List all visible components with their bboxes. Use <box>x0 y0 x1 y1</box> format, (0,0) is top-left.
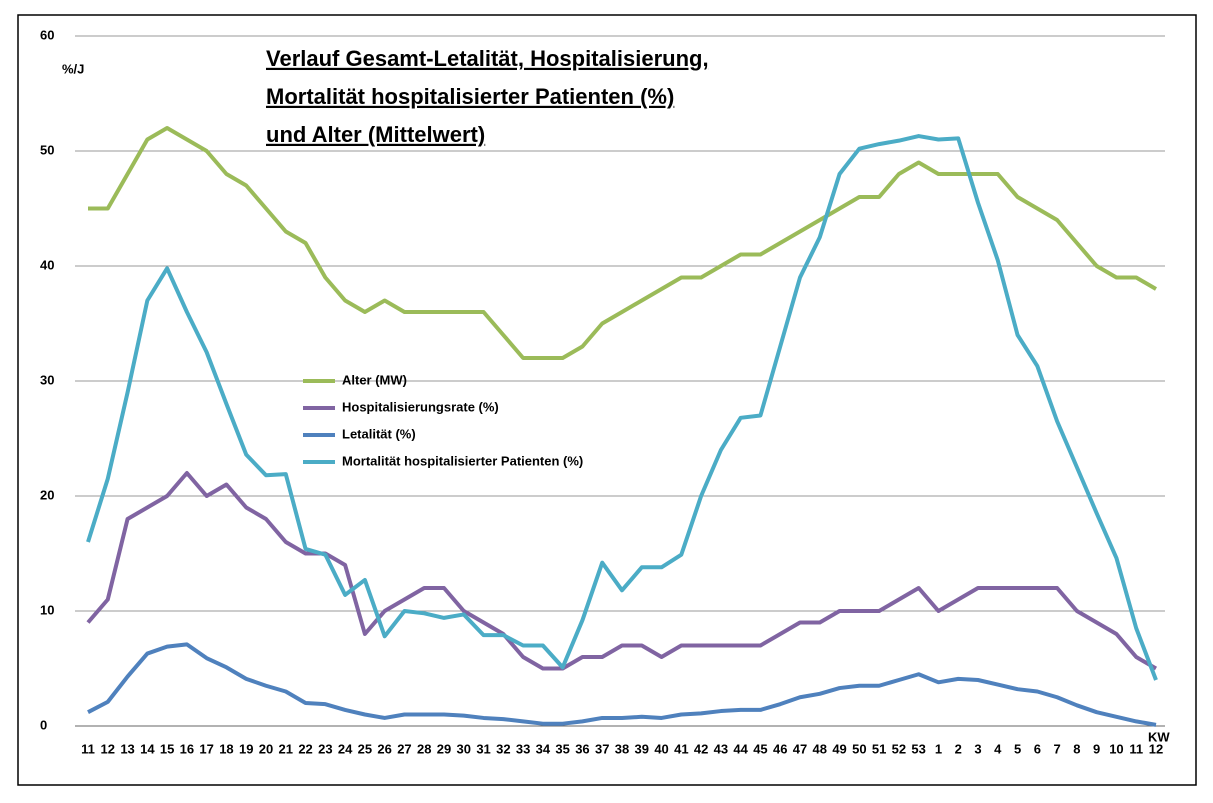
x-tick-label: 1 <box>935 741 942 756</box>
x-tick-label: 7 <box>1053 741 1060 756</box>
x-tick-label: 9 <box>1093 741 1100 756</box>
x-axis-label: KW <box>1148 729 1170 744</box>
x-tick-label: 42 <box>694 741 708 756</box>
chart-title: Mortalität hospitalisierter Patienten (%… <box>266 84 674 109</box>
x-tick-label: 29 <box>437 741 451 756</box>
x-tick-label: 19 <box>239 741 253 756</box>
x-tick-label: 12 <box>1149 741 1163 756</box>
x-tick-label: 33 <box>516 741 530 756</box>
x-tick-label: 8 <box>1073 741 1080 756</box>
legend-label: Alter (MW) <box>342 372 407 387</box>
y-tick-label: 10 <box>40 602 54 617</box>
x-tick-label: 30 <box>457 741 471 756</box>
x-tick-label: 15 <box>160 741 174 756</box>
x-tick-label: 16 <box>180 741 194 756</box>
x-tick-label: 49 <box>832 741 846 756</box>
y-tick-label: 60 <box>40 27 54 42</box>
x-tick-label: 26 <box>377 741 391 756</box>
x-tick-label: 24 <box>338 741 353 756</box>
x-tick-label: 46 <box>773 741 787 756</box>
x-tick-label: 28 <box>417 741 431 756</box>
frame <box>17 14 1197 786</box>
y-tick-label: 20 <box>40 487 54 502</box>
y-tick-label: 30 <box>40 372 54 387</box>
x-tick-label: 32 <box>496 741 510 756</box>
x-tick-label: 14 <box>140 741 155 756</box>
x-tick-label: 20 <box>259 741 273 756</box>
x-tick-label: 11 <box>81 741 95 756</box>
x-tick-label: 53 <box>911 741 925 756</box>
x-tick-label: 47 <box>793 741 807 756</box>
x-tick-label: 6 <box>1034 741 1041 756</box>
legend-label: Mortalität hospitalisierter Patienten (%… <box>342 453 583 468</box>
y-tick-label: 50 <box>40 142 54 157</box>
legend-label: Letalität (%) <box>342 426 416 441</box>
x-tick-label: 27 <box>397 741 411 756</box>
chart-title: Verlauf Gesamt-Letalität, Hospitalisieru… <box>266 46 709 71</box>
line <box>88 126 1158 360</box>
x-tick-label: 10 <box>1109 741 1123 756</box>
x-tick-label: 12 <box>101 741 115 756</box>
x-tick-label: 52 <box>892 741 906 756</box>
x-tick-label: 22 <box>298 741 312 756</box>
x-tick-label: 3 <box>974 741 981 756</box>
line <box>86 471 1158 671</box>
x-tick-label: 44 <box>733 741 748 756</box>
x-tick-label: 51 <box>872 741 886 756</box>
x-tick-label: 35 <box>555 741 569 756</box>
x-tick-label: 36 <box>575 741 589 756</box>
x-tick-label: 17 <box>199 741 213 756</box>
x-tick-label: 5 <box>1014 741 1021 756</box>
x-tick-label: 48 <box>813 741 827 756</box>
y-tick-label: 40 <box>40 257 54 272</box>
x-tick-label: 34 <box>536 741 551 756</box>
x-tick-label: 13 <box>120 741 134 756</box>
x-tick-label: 2 <box>955 741 962 756</box>
y-axis-label: %/J <box>62 61 84 76</box>
x-tick-label: 43 <box>714 741 728 756</box>
x-tick-label: 25 <box>358 741 372 756</box>
x-tick-label: 41 <box>674 741 688 756</box>
x-tick-label: 18 <box>219 741 233 756</box>
x-tick-label: 11 <box>1129 741 1143 756</box>
x-tick-label: 45 <box>753 741 767 756</box>
line <box>86 134 1158 681</box>
x-tick-label: 40 <box>654 741 668 756</box>
x-tick-label: 50 <box>852 741 866 756</box>
line <box>87 642 1157 727</box>
x-tick-label: 37 <box>595 741 609 756</box>
chart-title: und Alter (Mittelwert) <box>266 122 485 147</box>
x-tick-label: 23 <box>318 741 332 756</box>
legend-label: Hospitalisierungsrate (%) <box>342 399 499 414</box>
x-tick-label: 39 <box>635 741 649 756</box>
x-tick-label: 21 <box>279 741 293 756</box>
x-tick-label: 38 <box>615 741 629 756</box>
y-tick-label: 0 <box>40 717 47 732</box>
x-tick-label: 31 <box>476 741 490 756</box>
x-tick-label: 4 <box>994 741 1002 756</box>
